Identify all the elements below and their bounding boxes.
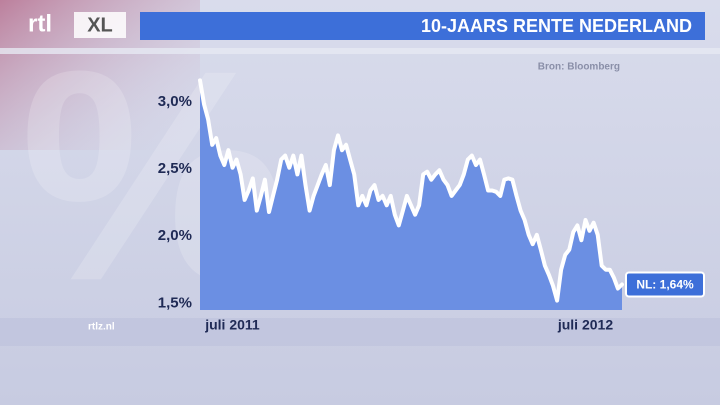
annotation-box — [625, 271, 705, 298]
y-tick-label: 2,5% — [158, 160, 192, 177]
area — [200, 80, 622, 311]
title-bar — [140, 12, 705, 40]
y-tick-label: 1,5% — [158, 294, 192, 311]
footer: rtlz.nl — [88, 322, 115, 333]
x-tick-label: juli 2011 — [204, 317, 260, 333]
logo: rtl — [28, 10, 52, 37]
logo-sub: XL — [87, 14, 113, 36]
x-tick-label: juli 2012 — [557, 317, 613, 333]
line — [198, 78, 624, 303]
stripe — [0, 48, 720, 54]
chart-title: 10-JAARS RENTE NEDERLAND — [421, 16, 692, 36]
logo-box — [74, 12, 126, 38]
y-tick-label: 3,0% — [158, 93, 192, 110]
stripe — [0, 318, 720, 346]
y-tick-label: 2,0% — [158, 227, 192, 244]
source: Bron: Bloomberg — [538, 62, 620, 73]
annotation: NL: 1,64% — [636, 278, 694, 292]
plot: 1,5% 2,0% 2,5% 3,0% juli 2011 juli 2012 NL: 1,… — [158, 78, 705, 333]
